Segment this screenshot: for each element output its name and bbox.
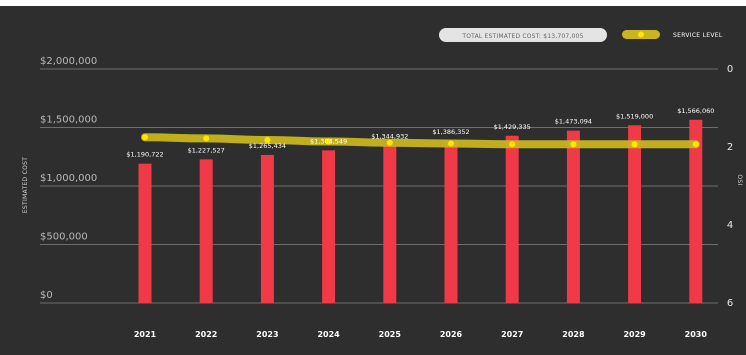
service-level-point (631, 141, 638, 148)
bar-value-label: $1,265,434 (249, 142, 286, 150)
bar (260, 154, 274, 303)
bar-value-label: $1,519,000 (616, 112, 653, 120)
x-tick-label: 2022 (195, 330, 217, 339)
bar (566, 130, 580, 303)
legend: SERVICE LEVEL (622, 30, 723, 39)
y-tick-label: $0 (40, 290, 53, 301)
service-level-point (692, 141, 699, 148)
service-level-point (386, 139, 393, 146)
bar (444, 140, 458, 303)
top-strip (0, 0, 746, 6)
y2-tick-label: 0 (727, 64, 733, 75)
y2-tick-label: 2 (727, 142, 733, 153)
bar (689, 119, 703, 303)
service-level-point (325, 138, 332, 145)
y-tick-label: $500,000 (40, 232, 88, 243)
bar-value-label: $1,566,060 (677, 107, 714, 115)
bar-value-label: $1,190,722 (126, 151, 163, 159)
bar (383, 145, 397, 303)
service-level-line (141, 133, 700, 149)
y2-tick-label: 4 (727, 220, 733, 231)
bar (628, 125, 642, 303)
service-level-point (448, 140, 454, 147)
bar (505, 135, 519, 303)
x-tick-label: 2025 (379, 330, 402, 339)
bar-value-label: $1,473,094 (555, 118, 592, 126)
service-level-point (264, 136, 271, 143)
y-axis-title: ESTIMATED COST (22, 157, 29, 213)
service-level-point (142, 134, 148, 141)
total-cost-pill: TOTAL ESTIMATED COST: $13,707,005 (439, 28, 607, 42)
y-tick-label: $2,000,000 (40, 56, 97, 67)
y-tick-label: $1,500,000 (40, 115, 97, 126)
bar-value-label: $1,344,932 (371, 133, 408, 141)
x-tick-label: 2024 (317, 330, 340, 339)
service-level-point (570, 141, 577, 148)
service-level-point (203, 135, 210, 142)
x-tick-label: 2027 (501, 330, 523, 339)
bar (322, 150, 336, 303)
x-tick-label: 2021 (134, 330, 157, 339)
y2-tick-label: 6 (727, 298, 733, 309)
bar (138, 163, 152, 303)
bar (199, 159, 213, 303)
legend-swatch-marker (638, 31, 644, 38)
bar-value-label: $1,386,352 (432, 128, 469, 136)
total-cost-label: TOTAL ESTIMATED COST: $13,707,005 (461, 33, 583, 40)
total-cost-pill-bg (439, 28, 607, 42)
bar-value-label: $1,429,335 (494, 123, 531, 131)
x-tick-label: 2030 (685, 330, 708, 339)
x-tick-label: 2028 (562, 330, 585, 339)
service-level-point (509, 141, 516, 148)
x-tick-label: 2023 (256, 330, 278, 339)
legend-label-service-level: SERVICE LEVEL (673, 32, 723, 39)
x-tick-label: 2026 (440, 330, 463, 339)
x-tick-label: 2029 (623, 330, 646, 339)
bar-value-label: $1,304,549 (310, 137, 347, 145)
y2-axis-title: OSI (736, 174, 743, 185)
bar-value-label: $1,227,527 (188, 146, 225, 154)
y-tick-label: $1,000,000 (40, 173, 97, 184)
